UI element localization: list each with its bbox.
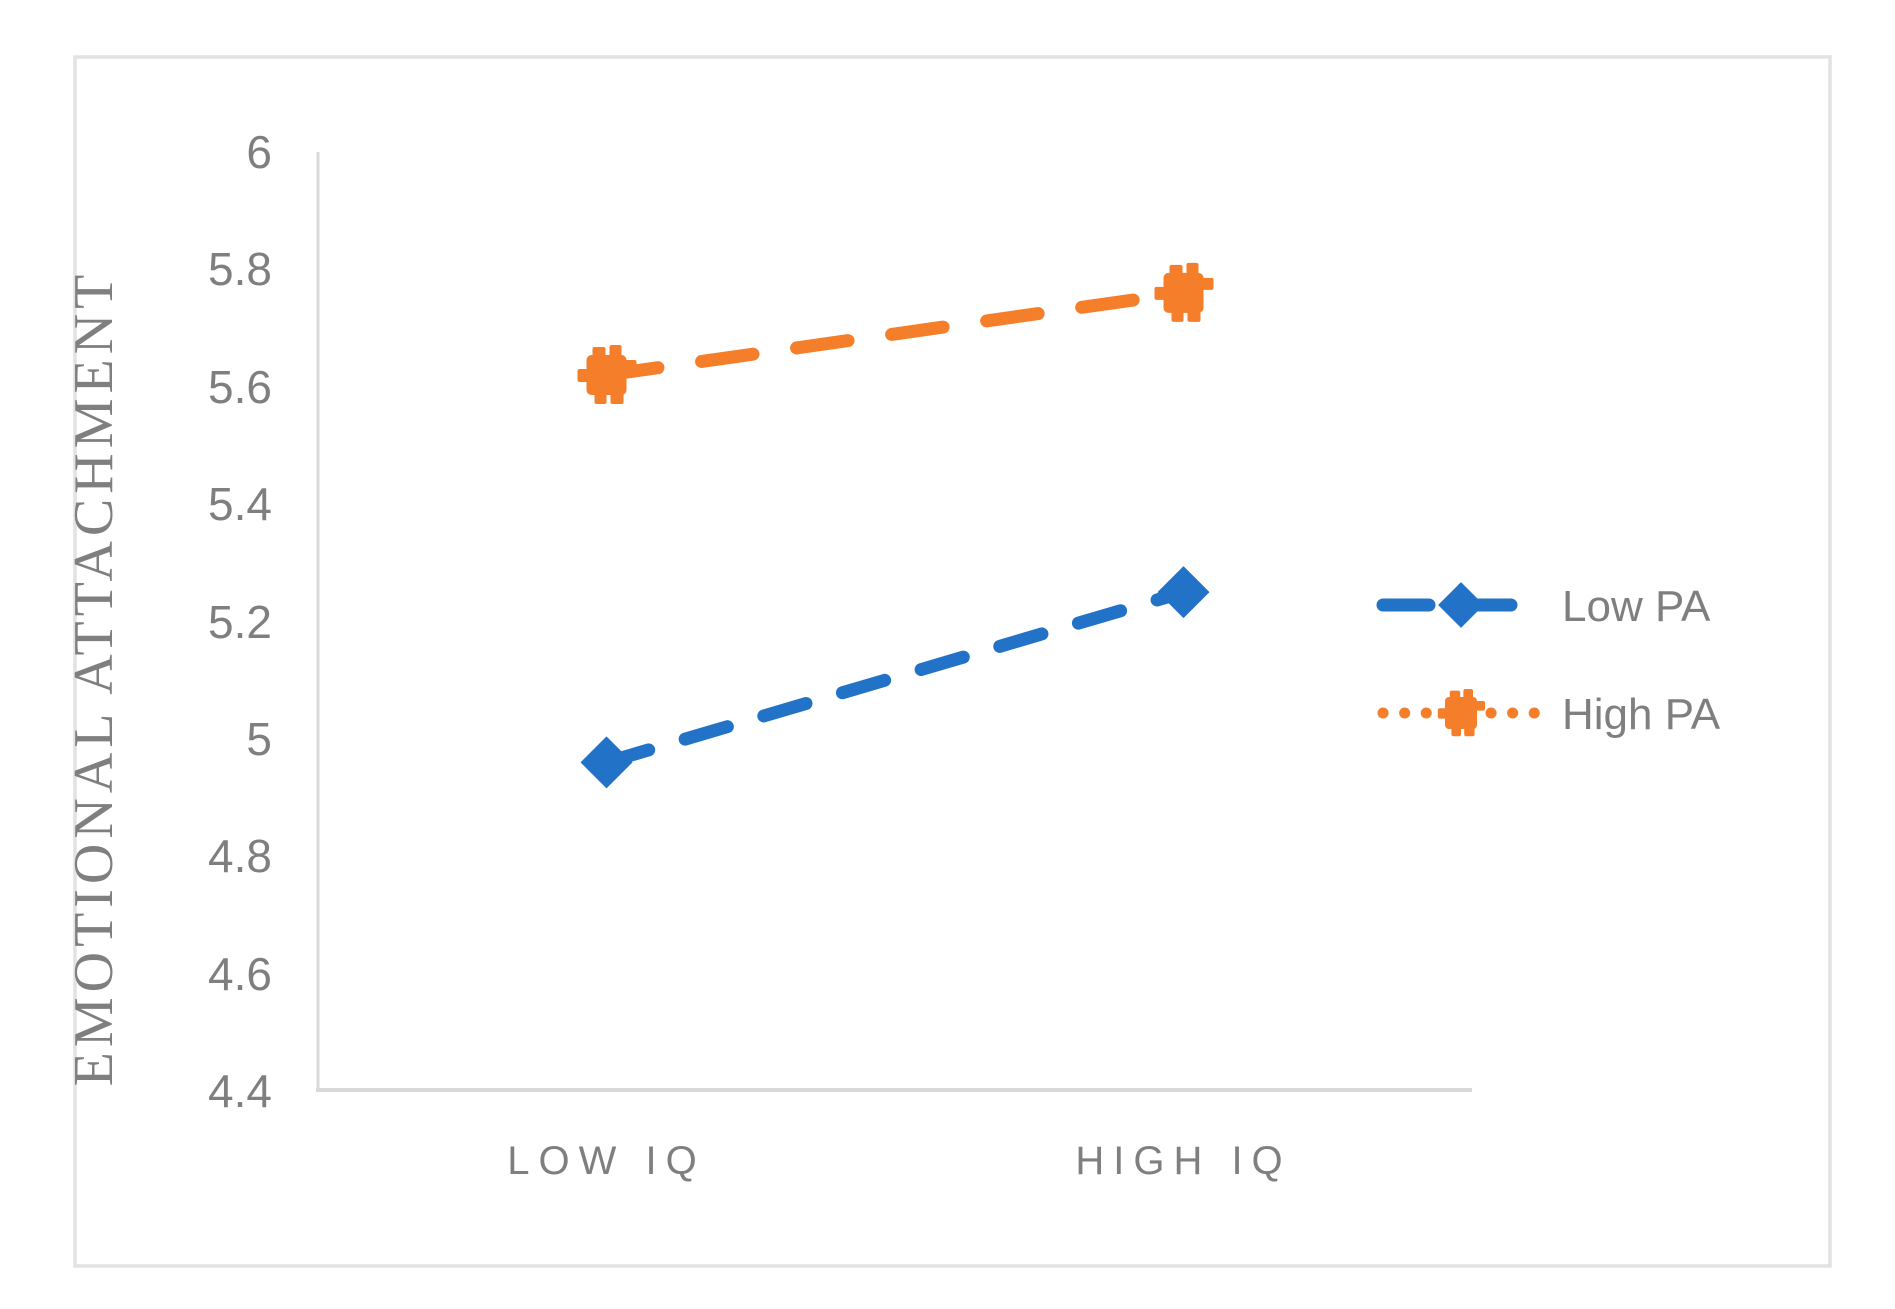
legend-label-low-pa: Low PA — [1562, 582, 1711, 631]
series-line-low-pa — [600, 585, 1190, 769]
y-tick-label: 4.8 — [208, 830, 272, 882]
legend-marker-high-pa — [1437, 689, 1485, 737]
y-tick-label: 5.2 — [208, 596, 272, 648]
x-category-label-high-iq: HIGH IQ — [1075, 1139, 1291, 1183]
y-tick-label: 5.4 — [208, 478, 272, 530]
data-point-low-pa-low-iq — [580, 736, 633, 789]
y-tick-label: 5.6 — [208, 361, 272, 413]
y-tick-label: 5 — [246, 713, 272, 765]
x-category-labels: LOW IQ HIGH IQ — [507, 1139, 1291, 1183]
legend-label-high-pa: High PA — [1562, 690, 1721, 739]
legend: Low PA High PA — [1376, 582, 1721, 739]
legend-marker-shape-low-pa — [1438, 582, 1484, 628]
y-tick-label: 4.6 — [208, 948, 272, 1000]
legend-marker-shape-high-pa — [1437, 689, 1485, 737]
legend-marker-low-pa — [1438, 582, 1484, 628]
y-axis-title: EMOTIONAL ATTACHMENT — [63, 270, 125, 1087]
y-tick-labels: 6 5.8 5.6 5.4 5.2 5 4.8 4.6 4.4 — [208, 126, 272, 1117]
chart-border — [73, 55, 1832, 1268]
data-point-high-pa-high-iq — [1154, 262, 1214, 322]
series-line-high-pa — [600, 286, 1190, 382]
y-tick-label: 5.8 — [208, 243, 272, 295]
series-lines — [577, 262, 1214, 789]
data-point-high-pa-low-iq — [577, 345, 637, 405]
y-tick-label: 4.4 — [208, 1065, 272, 1117]
y-tick-label: 6 — [246, 126, 272, 178]
x-category-label-low-iq: LOW IQ — [507, 1139, 705, 1183]
data-point-low-pa-high-iq — [1157, 566, 1210, 619]
